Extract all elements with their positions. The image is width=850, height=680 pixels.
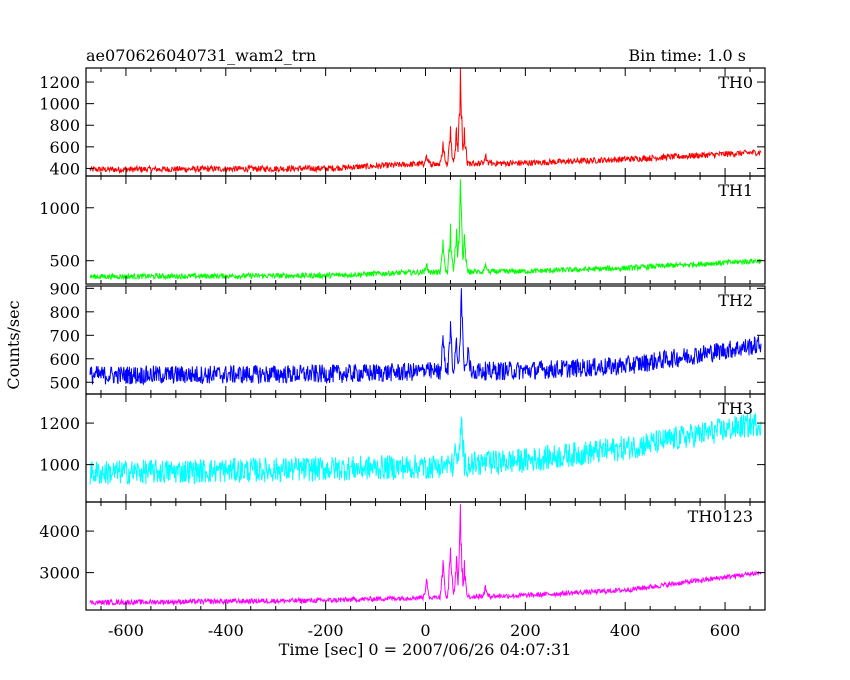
x-tick-label: 200 <box>510 621 541 640</box>
panel-th1: 500 1000 TH1 <box>39 175 766 285</box>
y-tick-label: 1200 <box>39 414 80 433</box>
series-line-th0123 <box>89 504 762 607</box>
x-tick-label: 400 <box>610 621 641 640</box>
panel-label: TH0 <box>718 73 753 92</box>
y-tick-label: 800 <box>49 116 80 135</box>
x-tick-label: -200 <box>308 621 344 640</box>
y-tick-label: 600 <box>49 350 80 369</box>
y-tick-label: 1000 <box>39 95 80 114</box>
y-tick-label: 4000 <box>39 522 80 541</box>
panel-label: TH3 <box>718 399 753 418</box>
x-axis-label: Time [sec] 0 = 2007/06/26 04:07:31 <box>279 640 572 659</box>
panel-label: TH2 <box>718 291 753 310</box>
y-tick-label: 500 <box>49 373 80 392</box>
panel-frame <box>85 501 766 611</box>
y-tick-label: 1000 <box>39 199 80 218</box>
panel-th3: 1000 1200 TH3 <box>39 393 766 503</box>
y-tick-label: 1000 <box>39 456 80 475</box>
panel-th0: 400 600 800 1000 1200 TH0 <box>39 67 766 178</box>
y-tick-label: 900 <box>49 279 80 298</box>
y-axis-label: Counts/sec <box>4 300 23 389</box>
panel-th2: 500 600 700 800 900 TH2 <box>49 279 766 395</box>
y-tick-label: 700 <box>49 326 80 345</box>
x-tick-label: 0 <box>420 621 430 640</box>
y-tick-label: 800 <box>49 303 80 322</box>
y-tick-label: 600 <box>49 138 80 157</box>
panels-group: 400 600 800 1000 1200 TH0 500 1000 TH1 500 600 700 8… <box>39 67 766 640</box>
y-tick-label: 1200 <box>39 73 80 92</box>
chart-title: ae070626040731_wam2_trn <box>86 46 316 65</box>
x-tick-label: 600 <box>710 621 741 640</box>
x-tick-label: -400 <box>208 621 244 640</box>
panel-label: TH0123 <box>688 507 753 526</box>
x-tick-label: -600 <box>108 621 144 640</box>
series-line-th2 <box>89 288 762 386</box>
series-line-th1 <box>89 179 762 281</box>
series-line-th3 <box>89 413 762 485</box>
series-line-th0 <box>89 68 762 175</box>
bin-time-label: Bin time: 1.0 s <box>628 46 746 65</box>
y-tick-label: 3000 <box>39 564 80 583</box>
y-tick-label: 500 <box>49 252 80 271</box>
y-tick-label: 400 <box>49 159 80 178</box>
panel-th0123: 3000 4000 TH0123 <box>39 501 766 611</box>
panel-label: TH1 <box>718 181 753 200</box>
